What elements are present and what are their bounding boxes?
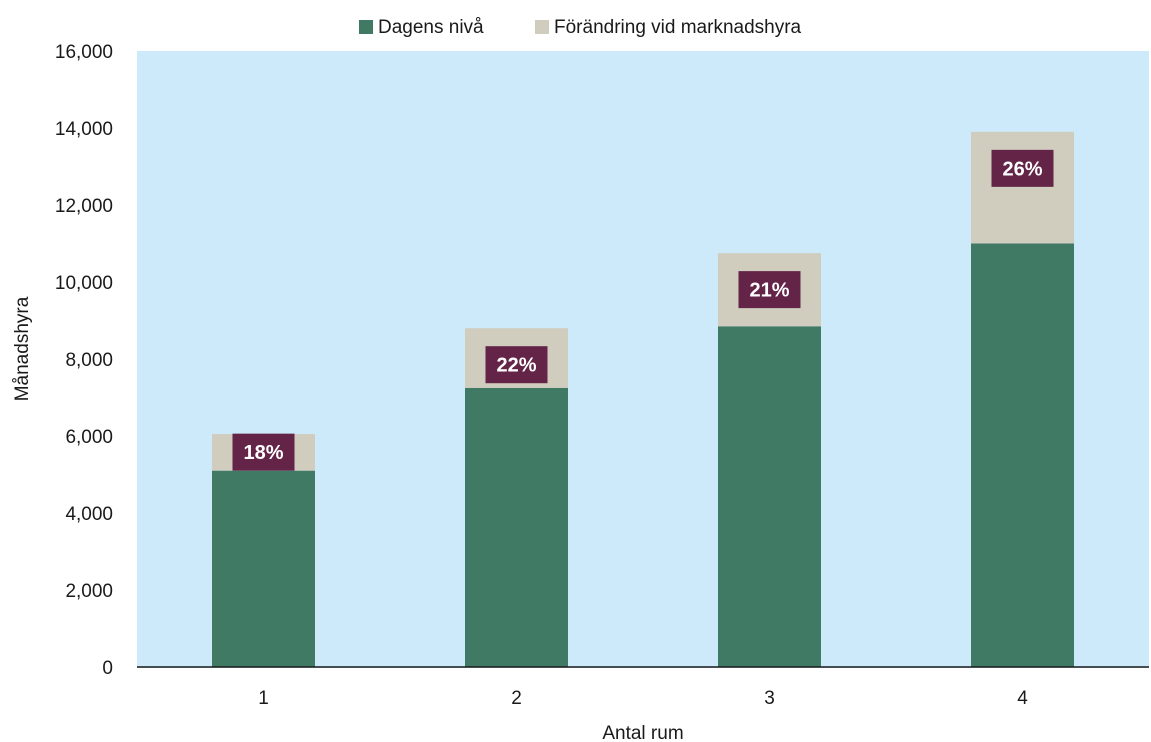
y-tick-label: 10,000: [55, 273, 113, 294]
legend: Dagens nivå Förändring vid marknadshyra: [359, 17, 802, 38]
y-tick-label: 8,000: [65, 350, 113, 371]
y-axis: 0 2,000 4,000 6,000 8,000 10,000 12,000 14,000 1…: [55, 42, 113, 679]
legend-swatch-dagens-niva: [359, 20, 373, 34]
y-tick-label: 16,000: [55, 42, 113, 63]
y-axis-title: Månadshyra: [12, 296, 33, 401]
bars-group: 18% 22% 21% 26%: [212, 131, 1074, 667]
y-tick-label: 12,000: [55, 196, 113, 217]
bar-dagens-niva: [212, 470, 315, 667]
x-axis: 1 2 3 4: [258, 688, 1028, 709]
data-label: 22%: [496, 355, 536, 377]
data-label: 18%: [243, 442, 283, 464]
y-tick-label: 4,000: [65, 504, 113, 525]
data-label-box: [738, 271, 801, 309]
data-label: 21%: [749, 280, 789, 302]
bar-dagens-niva: [971, 243, 1074, 667]
x-tick-label: 3: [764, 688, 775, 709]
y-tick-label: 0: [102, 658, 113, 679]
x-tick-label: 2: [511, 688, 522, 709]
legend-label-forandring: Förändring vid marknadshyra: [554, 17, 802, 38]
bar-dagens-niva: [718, 326, 821, 667]
data-label-box: [232, 433, 295, 471]
legend-label-dagens-niva: Dagens nivå: [378, 17, 484, 38]
y-tick-label: 2,000: [65, 581, 113, 602]
legend-swatch-forandring: [535, 20, 549, 34]
y-tick-label: 6,000: [65, 427, 113, 448]
bar-forandring: [971, 131, 1074, 244]
x-axis-title: Antal rum: [602, 723, 683, 742]
x-tick-label: 1: [258, 688, 269, 709]
y-tick-label: 14,000: [55, 119, 113, 140]
data-label-box: [485, 346, 548, 384]
data-label: 26%: [1002, 158, 1042, 180]
bar-dagens-niva: [465, 387, 568, 667]
data-label-box: [991, 149, 1054, 187]
x-tick-label: 4: [1017, 688, 1028, 709]
